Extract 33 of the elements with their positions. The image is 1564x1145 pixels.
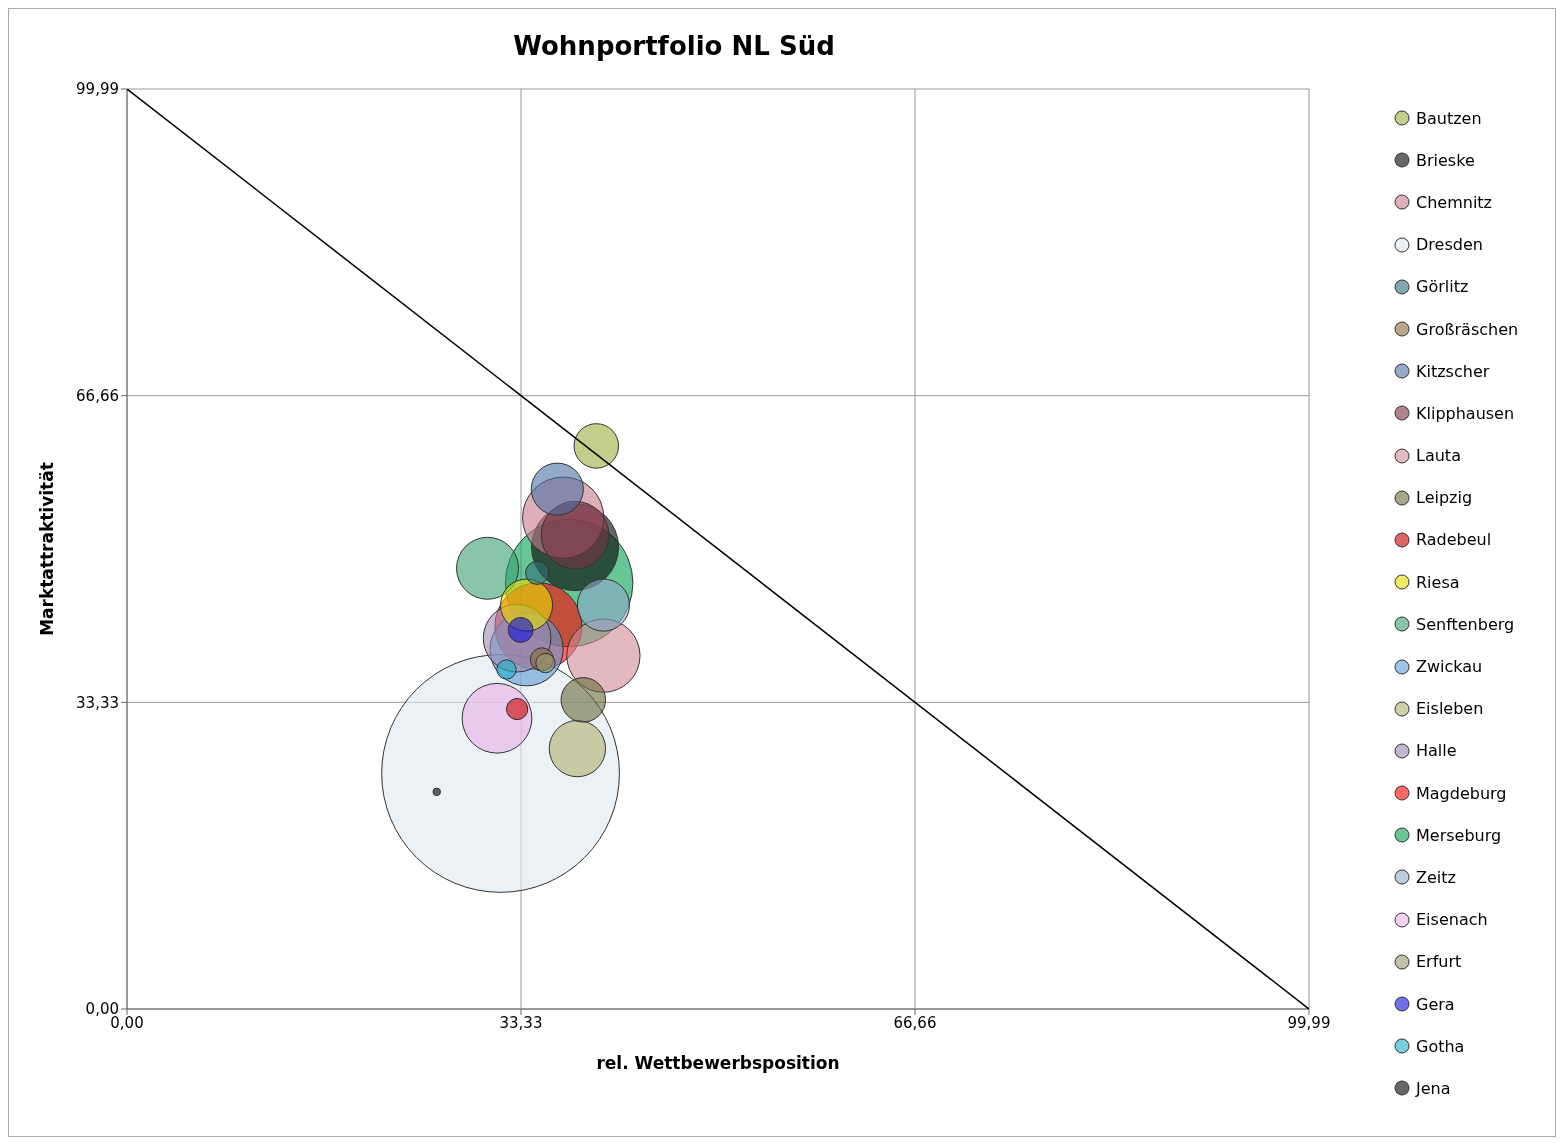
legend-label: Gera — [1416, 994, 1455, 1014]
legend-label: Leipzig — [1416, 488, 1473, 508]
legend-label: Dresden — [1416, 235, 1483, 255]
legend-label: Eisleben — [1416, 699, 1484, 719]
legend-label: Bautzen — [1416, 108, 1482, 128]
legend-label: Radebeul — [1416, 530, 1492, 550]
legend-label: Görlitz — [1416, 277, 1469, 297]
legend-label: Kitzscher — [1416, 361, 1490, 381]
legend-label: Brieske — [1416, 150, 1475, 170]
chart-title: Wohnportfolio NL Süd — [512, 31, 836, 61]
y-tick-label: 99,99 — [76, 80, 119, 99]
y-tick-label: 66,66 — [76, 386, 119, 405]
legend-label: Gotha — [1416, 1036, 1465, 1056]
legend-label: Senftenberg — [1416, 614, 1515, 634]
legend-label: Erfurt — [1416, 952, 1462, 972]
x-tick-label: 99,99 — [1287, 1013, 1331, 1032]
legend-label: Zeitz — [1416, 867, 1456, 887]
legend-label: Jena — [1416, 1078, 1451, 1098]
legend-label: Großräschen — [1416, 319, 1519, 339]
legend-label: Riesa — [1416, 572, 1460, 592]
x-tick-label: 33,33 — [499, 1013, 543, 1032]
legend-label: Eisenach — [1416, 910, 1488, 930]
x-axis-title: rel. Wettbewerbsposition — [596, 1053, 840, 1073]
legend-label: Halle — [1416, 741, 1457, 761]
legend-label: Lauta — [1416, 446, 1461, 466]
y-tick-label: 33,33 — [76, 693, 119, 712]
legend-label: Merseburg — [1416, 825, 1502, 845]
legend-label: Zwickau — [1416, 657, 1483, 677]
legend-label: Magdeburg — [1416, 783, 1507, 803]
legend-label: Klipphausen — [1416, 403, 1515, 423]
y-axis-title: Marktattraktivität — [37, 462, 58, 636]
legend-label: Chemnitz — [1416, 192, 1492, 212]
x-tick-label: 66,66 — [893, 1013, 937, 1032]
